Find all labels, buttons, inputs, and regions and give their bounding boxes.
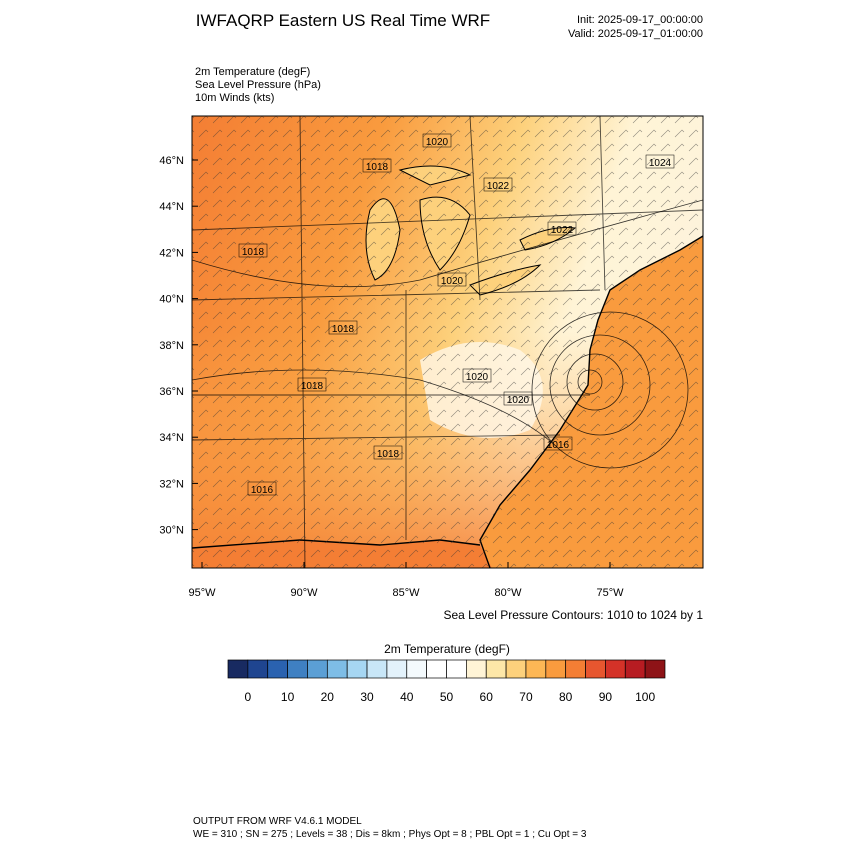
contour-label-box <box>645 154 675 169</box>
init-time: Init: 2025-09-17_00:00:00 <box>577 14 703 26</box>
colorbar-box <box>406 659 427 679</box>
colorbar-box <box>466 659 487 679</box>
contour-label: 1020 <box>426 137 449 148</box>
lat-label: 44°N <box>159 201 184 213</box>
title: IWFAQRP Eastern US Real Time WRF <box>196 11 490 30</box>
colorbar-box <box>565 659 586 679</box>
colorbar-box <box>326 659 348 679</box>
lat-label: 38°N <box>159 340 184 352</box>
contour-label-box <box>547 221 577 236</box>
colorbar-tick-label: 20 <box>321 690 335 704</box>
colorbar-tick-label: 10 <box>281 690 295 704</box>
colorbar: 0 10 20 30 40 50 60 70 80 90 100 <box>227 659 666 704</box>
colorbar-box <box>644 659 666 679</box>
contour-label-box <box>483 177 513 192</box>
wind-barbs <box>192 116 703 568</box>
lat-label: 36°N <box>159 386 184 398</box>
colorbar-box <box>386 659 408 679</box>
colorbar-box <box>585 659 606 679</box>
contour-label-box <box>297 377 327 392</box>
field-label: 10m Winds (kts) <box>195 92 274 104</box>
colorbar-box <box>446 659 467 679</box>
colorbar-tick-label: 60 <box>480 690 494 704</box>
valid-time: Valid: 2025-09-17_01:00:00 <box>568 28 703 40</box>
contour-label: 1020 <box>441 276 464 287</box>
lon-label: 80°W <box>494 587 522 599</box>
footer-line2: WE = 310 ; SN = 275 ; Levels = 38 ; Dis … <box>193 829 587 840</box>
contour-label-box <box>373 445 403 460</box>
colorbar-tick-label: 40 <box>400 690 414 704</box>
colorbar-tick-label: 30 <box>360 690 374 704</box>
contour-label: 1022 <box>487 181 510 192</box>
contour-label: 1016 <box>547 440 570 451</box>
colorbar-box <box>366 659 388 679</box>
colorbar-box <box>605 659 626 679</box>
lat-label: 32°N <box>159 478 184 490</box>
contour-label: 1024 <box>649 158 672 169</box>
contour-label-box <box>362 158 392 173</box>
lon-label: 75°W <box>596 587 624 599</box>
colorbar-tick-label: 0 <box>245 690 252 704</box>
contour-label: 1020 <box>466 372 489 383</box>
contour-label: 1018 <box>366 162 389 173</box>
colorbar-box <box>227 659 249 679</box>
lat-label: 42°N <box>159 247 184 259</box>
colorbar-box <box>287 659 308 679</box>
lon-label: 90°W <box>290 587 318 599</box>
lat-label: 30°N <box>159 525 184 537</box>
contour-label-box <box>422 133 452 148</box>
colorbar-box <box>624 659 646 679</box>
colorbar-box <box>426 659 447 679</box>
colorbar-box <box>525 659 547 679</box>
colorbar-tick-label: 100 <box>635 690 655 704</box>
contour-label: 1018 <box>242 247 265 258</box>
lon-label: 95°W <box>188 587 216 599</box>
colorbar-box <box>267 659 288 679</box>
contour-label: 1020 <box>507 395 530 406</box>
contour-label-box <box>238 243 268 258</box>
colorbar-box <box>307 659 328 679</box>
contour-note: Sea Level Pressure Contours: 1010 to 102… <box>444 608 704 622</box>
colorbar-tick-label: 80 <box>559 690 573 704</box>
colorbar-tick-label: 70 <box>519 690 533 704</box>
contour-label-box <box>328 320 358 335</box>
lon-label: 85°W <box>392 587 420 599</box>
contour-label: 1022 <box>551 225 574 236</box>
colorbar-box <box>485 659 507 679</box>
contour-label-box <box>437 272 467 287</box>
map: 1020 1018 1024 1022 1022 1018 1020 1018 1020 1018… <box>192 116 703 568</box>
lat-label: 40°N <box>159 294 184 306</box>
field-label: 2m Temperature (degF) <box>195 66 310 78</box>
contour-label: 1016 <box>251 485 274 496</box>
colorbar-title: 2m Temperature (degF) <box>384 642 510 656</box>
contour-label: 1018 <box>377 449 400 460</box>
colorbar-box <box>247 659 269 679</box>
colorbar-tick-label: 50 <box>440 690 454 704</box>
contour-label-box <box>247 481 277 496</box>
contour-label-box <box>543 436 573 451</box>
lat-label: 34°N <box>159 432 184 444</box>
contour-label-box <box>462 368 492 383</box>
contour-label: 1018 <box>332 324 355 335</box>
field-list: 2m Temperature (degF)Sea Level Pressure … <box>195 66 321 104</box>
contour-label-box <box>503 391 533 406</box>
colorbar-box <box>346 659 368 679</box>
footer-line1: OUTPUT FROM WRF V4.6.1 MODEL <box>193 816 362 827</box>
contour-label: 1018 <box>301 381 324 392</box>
colorbar-box <box>545 659 567 679</box>
colorbar-tick-label: 90 <box>599 690 613 704</box>
colorbar-box <box>505 659 527 679</box>
field-label: Sea Level Pressure (hPa) <box>195 79 321 91</box>
map-frame <box>191 115 704 569</box>
lat-label: 46°N <box>159 155 184 167</box>
